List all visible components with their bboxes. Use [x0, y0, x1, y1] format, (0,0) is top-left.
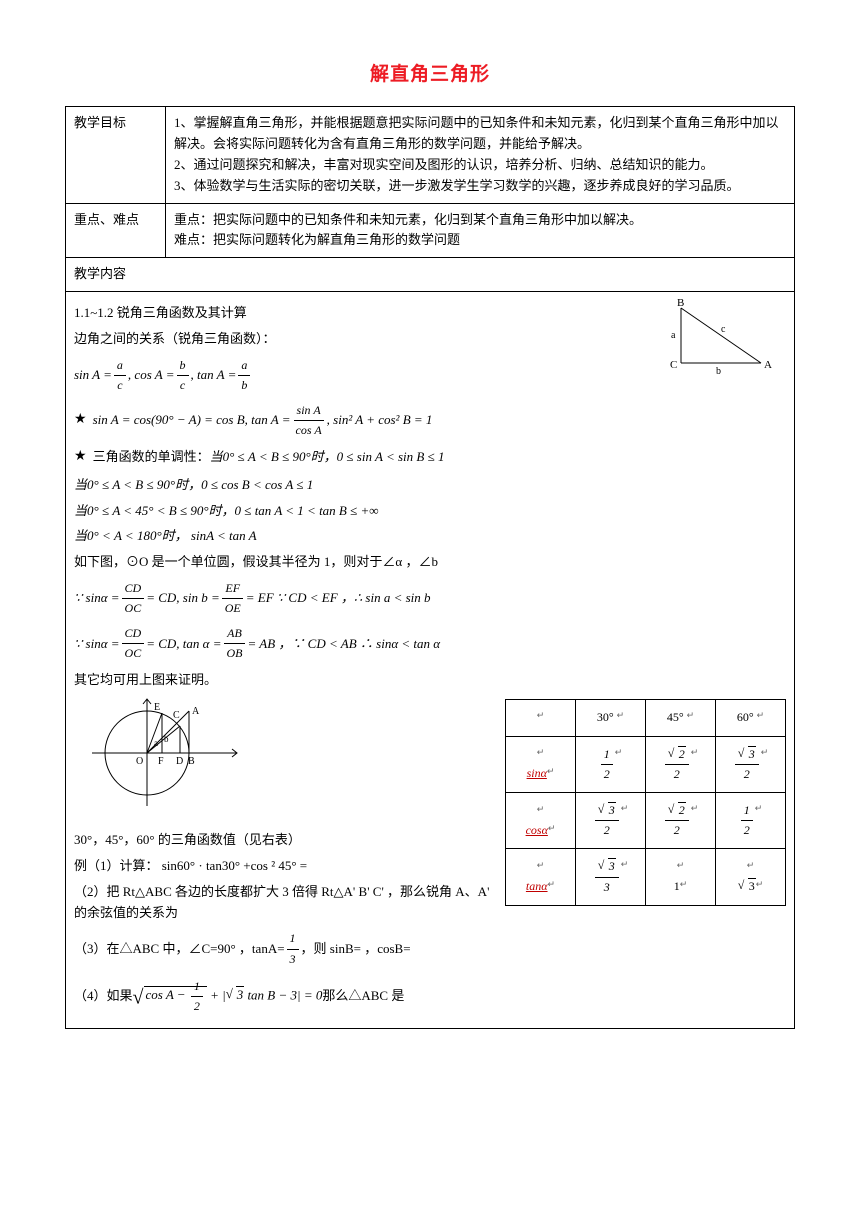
goal-item: 1、掌握解直角三角形，并能根据题意把实际问题中的已知条件和未知元素，化归到某个直… — [174, 113, 786, 155]
svg-text:E: E — [154, 702, 160, 713]
key-label: 重点、难点 — [66, 203, 166, 258]
svg-text:b: b — [164, 734, 169, 744]
key-item: 难点：把实际问题转化为解直角三角形的数学问题 — [174, 230, 786, 251]
example-3: （3）在△ABC 中，∠C=90° ，tanA= 13 ，则 sinB= ，co… — [74, 929, 786, 968]
monotonic-4: 当0° < A < 180°时， sinA < tan A — [74, 526, 786, 547]
key-content: 重点：把实际问题中的已知条件和未知元素，化归到某个直角三角形中加以解决。 难点：… — [166, 203, 795, 258]
monotonic-2: 当0° ≤ A < B ≤ 90°时，0 ≤ cos B < cos A ≤ 1 — [74, 475, 786, 496]
svg-text:O: O — [136, 756, 143, 767]
triangle-A: A — [764, 359, 772, 371]
lesson-table: 教学目标 1、掌握解直角三角形，并能根据题意把实际问题中的已知条件和未知元素，化… — [65, 106, 795, 1029]
trig-values-table: ↵ 30° ↵ 45° ↵ 60° ↵ ↵sinα↵ 12↵ 22↵ 32↵ ↵… — [505, 699, 786, 905]
example-4: （4）如果 √cos A − 12 + |3 tan B − 3| = 0 那么… — [74, 977, 786, 1016]
svg-text:A: A — [192, 706, 200, 717]
star-icon: ★ — [74, 446, 87, 468]
identity-line: ★ sin A = cos(90° − A) = cos B, tan A = … — [74, 401, 786, 440]
trig-definitions: sin A = ac , cos A = bc , tan A = ab — [74, 356, 656, 395]
svg-text:D: D — [176, 756, 183, 767]
goals-content: 1、掌握解直角三角形，并能根据题意把实际问题中的已知条件和未知元素，化归到某个直… — [166, 107, 795, 203]
circle-intro: 如下图，⊙O 是一个单位圆，假设其半径为 1，则对于∠α ，∠b — [74, 552, 786, 573]
other-proof: 其它均可用上图来证明。 — [74, 670, 786, 691]
goals-label: 教学目标 — [66, 107, 166, 203]
star-icon: ★ — [74, 409, 87, 431]
goal-item: 3、体验数学与生活实际的密切关联，进一步激发学生学习数学的兴趣，逐步养成良好的学… — [174, 176, 786, 197]
goal-item: 2、通过问题探究和解决，丰富对现实空间及图形的认识，培养分析、归纳、总结知识的能… — [174, 155, 786, 176]
page-title: 解直角三角形 — [65, 60, 795, 90]
svg-text:C: C — [173, 710, 180, 721]
table-row: 重点、难点 重点：把实际问题中的已知条件和未知元素，化归到某个直角三角形中加以解… — [66, 203, 795, 258]
monotonic-1: ★ 三角函数的单调性： 当0° ≤ A < B ≤ 90°时，0 ≤ sin A… — [74, 446, 786, 468]
table-row: B C A a b c 1.1~1.2 锐角三角函数及其计算 边角之间的关系（锐… — [66, 291, 795, 1028]
proof-line-2: ∵ sinα = CDOC = CD, tan α = ABOB = AB ，∵… — [74, 624, 786, 663]
triangle-diagram: B C A a b c — [666, 298, 776, 385]
table-row: 教学目标 1、掌握解直角三角形，并能根据题意把实际问题中的已知条件和未知元素，化… — [66, 107, 795, 203]
triangle-C: C — [670, 359, 677, 371]
triangle-B: B — [677, 298, 684, 309]
triangle-a: a — [671, 330, 676, 341]
monotonic-3: 当0° ≤ A < 45° < B ≤ 90°时，0 ≤ tan A < 1 <… — [74, 501, 786, 522]
table-row: 教学内容 — [66, 258, 795, 292]
content-label: 教学内容 — [66, 258, 795, 292]
content-body: B C A a b c 1.1~1.2 锐角三角函数及其计算 边角之间的关系（锐… — [66, 291, 795, 1028]
triangle-c: c — [721, 324, 726, 335]
svg-text:a: a — [154, 738, 158, 748]
svg-text:B: B — [188, 756, 195, 767]
triangle-b: b — [716, 366, 721, 377]
svg-text:F: F — [158, 756, 164, 767]
key-item: 重点：把实际问题中的已知条件和未知元素，化归到某个直角三角形中加以解决。 — [174, 210, 786, 231]
proof-line-1: ∵ sinα = CDOC = CD, sin b = EFOE = EF ∵ … — [74, 579, 786, 618]
